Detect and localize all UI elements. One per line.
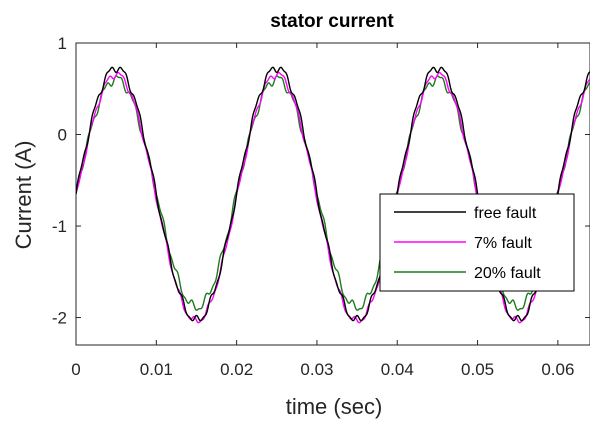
series-line-free-fault: [76, 66, 590, 322]
x-tick-label: 0.04: [381, 360, 414, 379]
x-axis-ticks: 0 0.01 0.02 0.03 0.04 0.05 0.06: [71, 43, 574, 379]
x-tick-label: 0.01: [140, 360, 173, 379]
x-tick-label: 0.05: [461, 360, 494, 379]
y-axis-ticks: -2 -1 0 1: [52, 34, 590, 328]
legend-label-free-fault: free fault: [474, 205, 537, 222]
series-line-20-fault: [76, 75, 590, 311]
y-tick-label: -2: [52, 309, 67, 328]
y-tick-label: 0: [58, 126, 67, 145]
y-tick-label: 1: [58, 34, 67, 53]
y-tick-label: -1: [52, 217, 67, 236]
x-tick-label: 0.06: [541, 360, 574, 379]
chart-title: stator current: [270, 11, 394, 32]
x-tick-label: 0.02: [220, 360, 253, 379]
x-axis-label: time (sec): [286, 394, 383, 419]
legend: free fault 7% fault 20% fault: [379, 193, 575, 292]
x-tick-label: 0: [71, 360, 80, 379]
legend-label-7-fault: 7% fault: [474, 235, 532, 252]
series-group: [76, 66, 590, 324]
legend-label-20-fault: 20% fault: [474, 265, 541, 282]
y-axis-label: Current (A): [11, 141, 36, 250]
x-tick-label: 0.03: [300, 360, 333, 379]
